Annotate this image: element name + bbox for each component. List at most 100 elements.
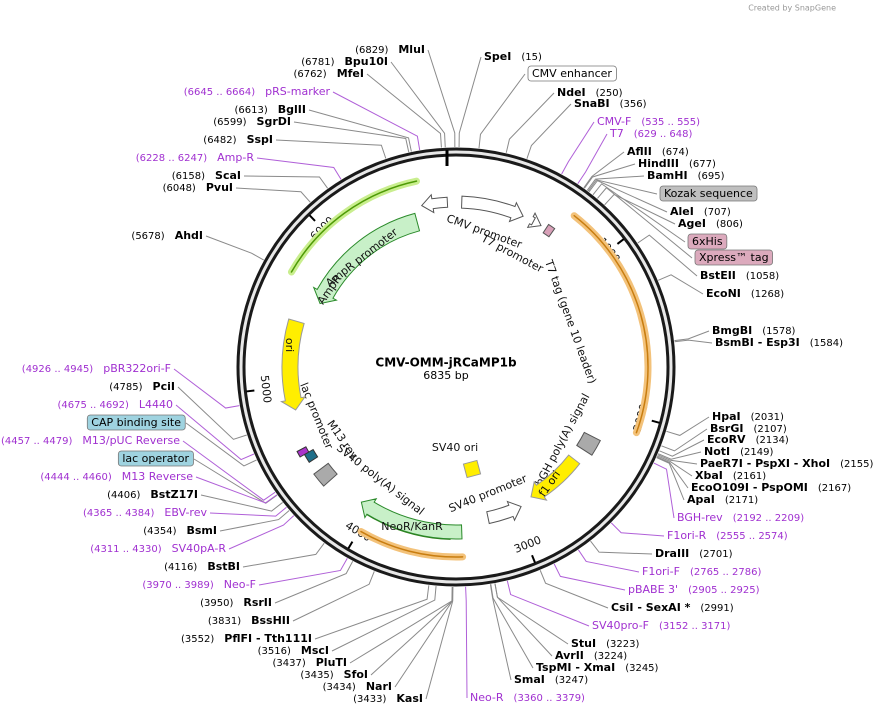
orf-arc <box>360 530 464 558</box>
site-leader <box>597 187 693 259</box>
enzyme-name: RsrII <box>243 596 272 609</box>
site-leader <box>242 542 325 568</box>
site-position: (4365 .. 4384) <box>83 508 155 519</box>
site-label: SpeI (15) <box>484 50 542 63</box>
site-position: (535 .. 555) <box>641 117 700 128</box>
site-position: (3223) <box>606 639 639 650</box>
tick-mark <box>308 214 316 222</box>
site-leader <box>561 121 595 175</box>
site-leader <box>292 571 375 622</box>
site-position: (6228 .. 6247) <box>136 153 208 164</box>
site-leader <box>478 73 526 149</box>
enzyme-name: HindIII <box>638 157 679 170</box>
site-label: MscI (3516) <box>258 644 329 657</box>
site-leader <box>583 151 625 189</box>
site-position: (3360 .. 3379) <box>514 693 586 704</box>
site-leader <box>657 454 698 465</box>
site-label: pBABE 3' (2905 .. 2925) <box>628 583 760 596</box>
enzyme-name: AflII <box>627 145 652 158</box>
site-leader <box>394 586 454 688</box>
site-position: (6158) <box>172 171 205 182</box>
site-position: (3152 .. 3171) <box>659 621 731 632</box>
site-leader <box>205 235 265 261</box>
site-leader <box>332 91 421 151</box>
enzyme-name: HpaI <box>712 410 741 423</box>
site-label: EcoNI (1268) <box>706 287 784 300</box>
site-label: RsrII (3950) <box>200 596 272 609</box>
site-position: (677) <box>689 159 716 170</box>
tick-mark <box>651 419 660 424</box>
site-label: Bpu10I (6781) <box>301 55 388 68</box>
site-leader <box>674 339 713 344</box>
enzyme-name: SpeI <box>484 50 511 63</box>
tick-mark <box>616 238 625 245</box>
site-label: SfoI (3435) <box>300 668 368 681</box>
site-leader <box>658 274 704 295</box>
site-position: (3247) <box>555 675 588 686</box>
enzyme-name: AleI <box>670 205 694 218</box>
tick-label: 5000 <box>258 375 274 404</box>
site-leader <box>586 175 645 191</box>
primer-name: Amp-R <box>217 151 254 164</box>
enzyme-name: NotI <box>704 445 730 458</box>
site-leader <box>587 179 658 195</box>
site-position: (4457 .. 4479) <box>1 436 73 447</box>
credit: Created by SnapGene <box>748 4 836 13</box>
site-leader <box>505 92 555 153</box>
site-position: (3950) <box>200 598 233 609</box>
enzyme-name: AvrII <box>555 649 584 662</box>
site-leader <box>657 455 693 477</box>
site-label: DraIII (2701) <box>655 547 733 560</box>
site-position: (707) <box>704 207 731 218</box>
site-position: (3433) <box>353 694 386 705</box>
site-position: (6762) <box>293 69 326 80</box>
site-leader <box>494 583 553 657</box>
tag-box <box>86 414 186 431</box>
site-position: (1584) <box>810 338 843 349</box>
site-leader <box>577 549 640 573</box>
enzyme-name: BglII <box>278 103 306 116</box>
primer-name: M13 Reverse <box>122 470 193 483</box>
site-position: (674) <box>662 147 689 158</box>
site-label: F1ori-F (2765 .. 2786) <box>642 565 761 578</box>
enzyme-name: BsmI <box>187 524 218 537</box>
site-label: PflFI - Tth111I (3552) <box>181 632 312 645</box>
primer-name: SV40pA-R <box>172 542 227 555</box>
site-position: (4785) <box>109 382 142 393</box>
site-position: (6613) <box>235 105 268 116</box>
site-label: ApaI (2171) <box>687 493 758 506</box>
site-label: BstZ17I (4406) <box>107 488 198 501</box>
site-leader <box>331 586 437 652</box>
primer-name: pBR322ori-F <box>103 362 171 375</box>
site-position: (3970 .. 3989) <box>142 580 214 591</box>
feature-shape <box>486 500 522 525</box>
enzyme-name: SspI <box>247 133 273 146</box>
site-position: (3245) <box>625 663 658 674</box>
site-label: EBV-rev (4365 .. 4384) <box>83 506 207 519</box>
feature-shape <box>462 459 482 479</box>
site-leader <box>465 586 468 699</box>
enzyme-name: NarI <box>366 680 392 693</box>
enzyme-name: BstEII <box>700 269 736 282</box>
site-label: SgrDI (6599) <box>213 115 291 128</box>
enzyme-name: MluI <box>398 43 425 56</box>
site-leader <box>175 404 255 461</box>
site-label: CAP binding site <box>86 414 186 431</box>
site-label: AvrII (3224) <box>555 649 627 662</box>
primer-name: M13/pUC Reverse <box>82 434 180 447</box>
primer-name: EBV-rev <box>164 506 207 519</box>
site-leader <box>577 133 608 185</box>
enzyme-name: BssHII <box>251 614 290 627</box>
site-leader <box>658 451 702 460</box>
primer-name: BGH-rev <box>677 511 723 524</box>
site-label: BsrGI (2107) <box>710 422 787 435</box>
feature-tag: Xpress™ tag <box>699 251 769 264</box>
site-position: (629 .. 648) <box>634 129 693 140</box>
site-leader <box>274 561 354 604</box>
site-label: NdeI (250) <box>557 86 623 99</box>
site-position: (356) <box>620 99 647 110</box>
site-label: BGH-rev (2192 .. 2209) <box>677 511 804 524</box>
plasmid-name: CMV-OMM-jRCaMP1b <box>375 356 517 370</box>
site-label: BamHI (695) <box>647 169 725 182</box>
site-leader <box>427 49 456 148</box>
